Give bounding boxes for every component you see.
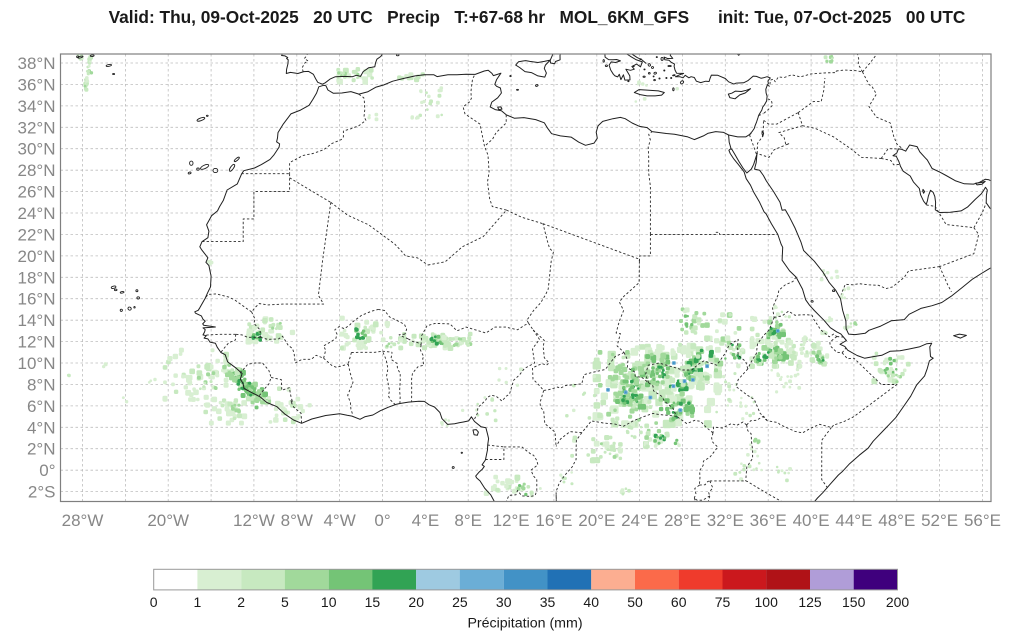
svg-text:0: 0 <box>150 594 158 610</box>
svg-text:12°E: 12°E <box>493 511 530 530</box>
svg-text:22°N: 22°N <box>18 225 56 244</box>
svg-text:0°: 0° <box>39 461 55 480</box>
svg-text:40: 40 <box>583 594 599 610</box>
svg-text:75: 75 <box>715 594 731 610</box>
svg-text:48°E: 48°E <box>878 511 915 530</box>
svg-text:20°E: 20°E <box>578 511 615 530</box>
svg-text:150: 150 <box>842 594 866 610</box>
svg-text:4°W: 4°W <box>323 511 355 530</box>
svg-text:16°N: 16°N <box>18 290 56 309</box>
svg-text:10°N: 10°N <box>18 354 56 373</box>
svg-text:20°N: 20°N <box>18 247 56 266</box>
svg-text:24°N: 24°N <box>18 204 56 223</box>
svg-text:12°N: 12°N <box>18 333 56 352</box>
svg-text:8°N: 8°N <box>27 376 56 395</box>
svg-text:100: 100 <box>755 594 779 610</box>
svg-text:2°N: 2°N <box>27 440 56 459</box>
svg-text:50: 50 <box>627 594 643 610</box>
svg-text:40°E: 40°E <box>793 511 830 530</box>
svg-text:20°W: 20°W <box>147 511 189 530</box>
svg-text:30°N: 30°N <box>18 140 56 159</box>
svg-text:36°N: 36°N <box>18 75 56 94</box>
svg-text:2°S: 2°S <box>28 483 56 502</box>
svg-text:8°W: 8°W <box>281 511 313 530</box>
svg-text:14°N: 14°N <box>18 311 56 330</box>
svg-text:16°E: 16°E <box>535 511 572 530</box>
svg-text:32°E: 32°E <box>707 511 744 530</box>
svg-text:44°E: 44°E <box>835 511 872 530</box>
svg-text:32°N: 32°N <box>18 118 56 137</box>
svg-text:5: 5 <box>281 594 289 610</box>
svg-text:26°N: 26°N <box>18 183 56 202</box>
svg-text:35: 35 <box>540 594 556 610</box>
svg-text:4°E: 4°E <box>412 511 440 530</box>
svg-text:52°E: 52°E <box>921 511 958 530</box>
svg-text:28°E: 28°E <box>664 511 701 530</box>
svg-text:4°N: 4°N <box>27 418 56 437</box>
svg-text:10: 10 <box>321 594 337 610</box>
svg-text:6°N: 6°N <box>27 397 56 416</box>
svg-text:125: 125 <box>798 594 822 610</box>
svg-text:20: 20 <box>408 594 424 610</box>
svg-text:0°: 0° <box>374 511 390 530</box>
svg-text:36°E: 36°E <box>750 511 787 530</box>
svg-text:38°N: 38°N <box>18 54 56 73</box>
svg-text:34°N: 34°N <box>18 97 56 116</box>
svg-text:15: 15 <box>365 594 381 610</box>
svg-text:Précipitation (mm): Précipitation (mm) <box>467 616 582 632</box>
svg-text:12°W: 12°W <box>233 511 275 530</box>
svg-text:18°N: 18°N <box>18 268 56 287</box>
svg-text:56°E: 56°E <box>964 511 1001 530</box>
svg-text:8°E: 8°E <box>454 511 482 530</box>
svg-text:200: 200 <box>886 594 910 610</box>
svg-text:24°E: 24°E <box>621 511 658 530</box>
svg-text:30: 30 <box>496 594 512 610</box>
svg-text:1: 1 <box>194 594 202 610</box>
svg-text:28°W: 28°W <box>62 511 104 530</box>
svg-text:28°N: 28°N <box>18 161 56 180</box>
svg-text:25: 25 <box>452 594 468 610</box>
svg-text:Valid: Thu, 09-Oct-2025 20 U: Valid: Thu, 09-Oct-2025 20 UTC Precip T:… <box>109 7 966 27</box>
svg-text:2: 2 <box>237 594 245 610</box>
svg-text:60: 60 <box>671 594 687 610</box>
